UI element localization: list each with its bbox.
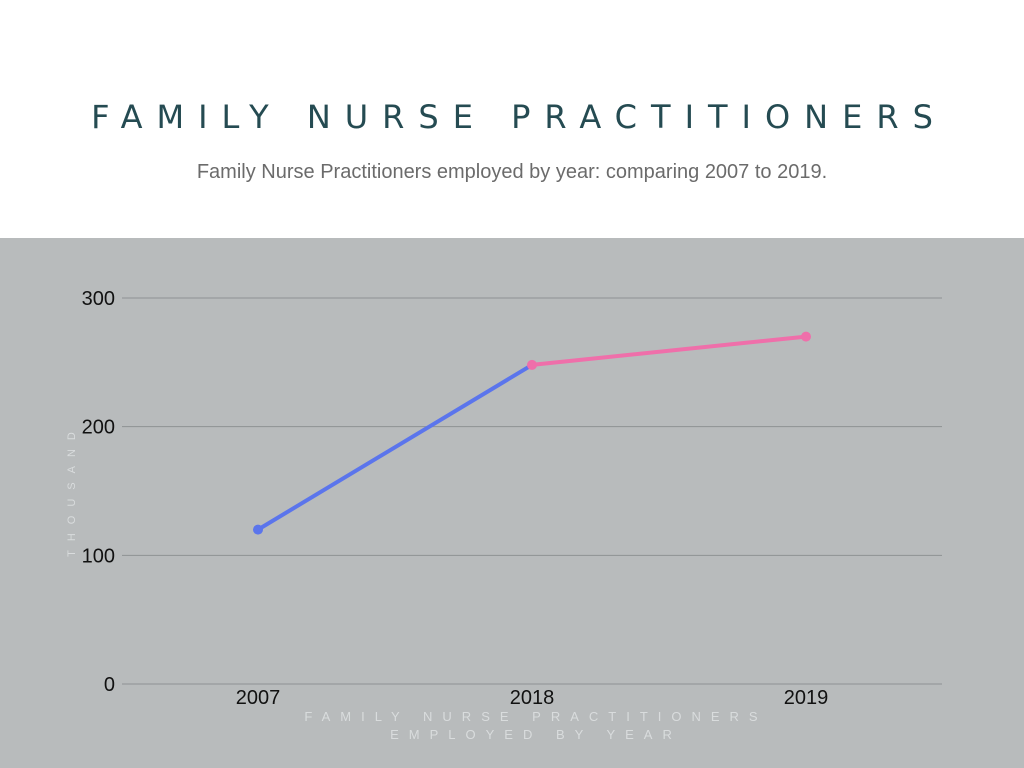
header: FAMILY NURSE PRACTITIONERS Family Nurse … <box>0 0 1024 238</box>
y-tick-label: 200 <box>82 417 115 439</box>
y-tick-label: 100 <box>82 545 115 567</box>
x-tick-label: 2007 <box>236 687 281 709</box>
data-point <box>801 331 811 342</box>
page-subtitle: Family Nurse Practitioners employed by y… <box>196 161 828 183</box>
data-point <box>253 524 263 535</box>
y-tick-label: 300 <box>82 288 115 310</box>
data-point <box>527 359 537 370</box>
grid-lines <box>122 297 942 685</box>
chart-panel <box>0 238 1024 768</box>
x-axis-ticks: 2007 2018 2019 <box>236 687 829 709</box>
y-axis-ticks: 0 100 200 300 <box>82 288 115 696</box>
y-tick-label: 0 <box>104 674 115 696</box>
series-segments <box>256 334 808 532</box>
x-tick-label: 2019 <box>784 687 829 709</box>
y-axis-title: THOUSAND <box>66 423 78 557</box>
series-segment <box>256 362 534 532</box>
x-axis-title: FAMILY NURSE PRACTITIONERS EMPLOYED BY YE… <box>304 709 767 742</box>
page-title: FAMILY NURSE PRACTITIONERS <box>91 98 947 136</box>
series-points <box>253 331 811 535</box>
series-segment <box>530 334 808 367</box>
x-tick-label: 2018 <box>510 687 555 709</box>
